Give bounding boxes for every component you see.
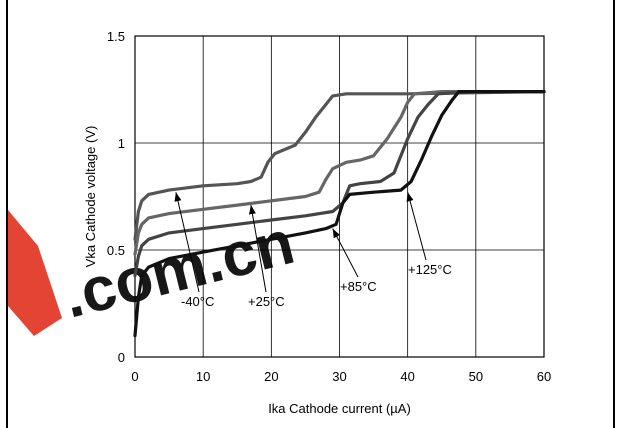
y-axis-label: Vka Cathode voltage (V)	[83, 126, 98, 268]
annotation-arrowhead-85c	[332, 228, 340, 239]
x-tick-label: 60	[537, 369, 551, 384]
annotation-leader-85c	[332, 228, 359, 278]
y-tick-labels: 0 0.5 1 1.5	[107, 29, 125, 365]
annotation-leader-125c	[407, 192, 427, 261]
x-tick-label: 30	[332, 369, 346, 384]
x-tick-label: 40	[400, 369, 414, 384]
x-tick-label: 0	[131, 369, 138, 384]
annotation-arrowhead-25c	[248, 205, 256, 215]
series-line-40c	[133, 90, 546, 241]
annotation-leader-40c	[175, 192, 200, 293]
annotation-arrowhead-40c	[174, 192, 182, 202]
annotation-label-125c: +125°C	[408, 262, 452, 277]
series-lines	[133, 90, 546, 338]
plot-area	[134, 35, 545, 358]
watermark-logo-shape	[8, 210, 62, 336]
x-tick-labels: 0 10 20 30 40 50 60	[131, 369, 551, 384]
annotation-arrowhead-125c	[406, 192, 414, 202]
y-tick-label: 0.5	[107, 243, 125, 258]
watermark: .com.cn	[8, 208, 301, 336]
x-axis-label: Ika Cathode current (µA)	[268, 401, 411, 416]
annotation-label-85c: +85°C	[340, 279, 377, 294]
annotation-leader-25c	[250, 204, 267, 293]
x-tick-label: 20	[264, 369, 278, 384]
y-tick-label: 1	[118, 136, 125, 151]
annotations: -40°C +25°C +85°C +125°C	[174, 192, 452, 309]
annotation-label-25c: +25°C	[248, 294, 285, 309]
y-tick-label: 0	[118, 350, 125, 365]
x-tick-label: 50	[469, 369, 483, 384]
x-tick-label: 10	[196, 369, 210, 384]
series-line-25c	[133, 90, 546, 256]
series-line-125c	[133, 90, 546, 338]
y-tick-label: 1.5	[107, 29, 125, 44]
annotation-label-40c: -40°C	[181, 294, 214, 309]
